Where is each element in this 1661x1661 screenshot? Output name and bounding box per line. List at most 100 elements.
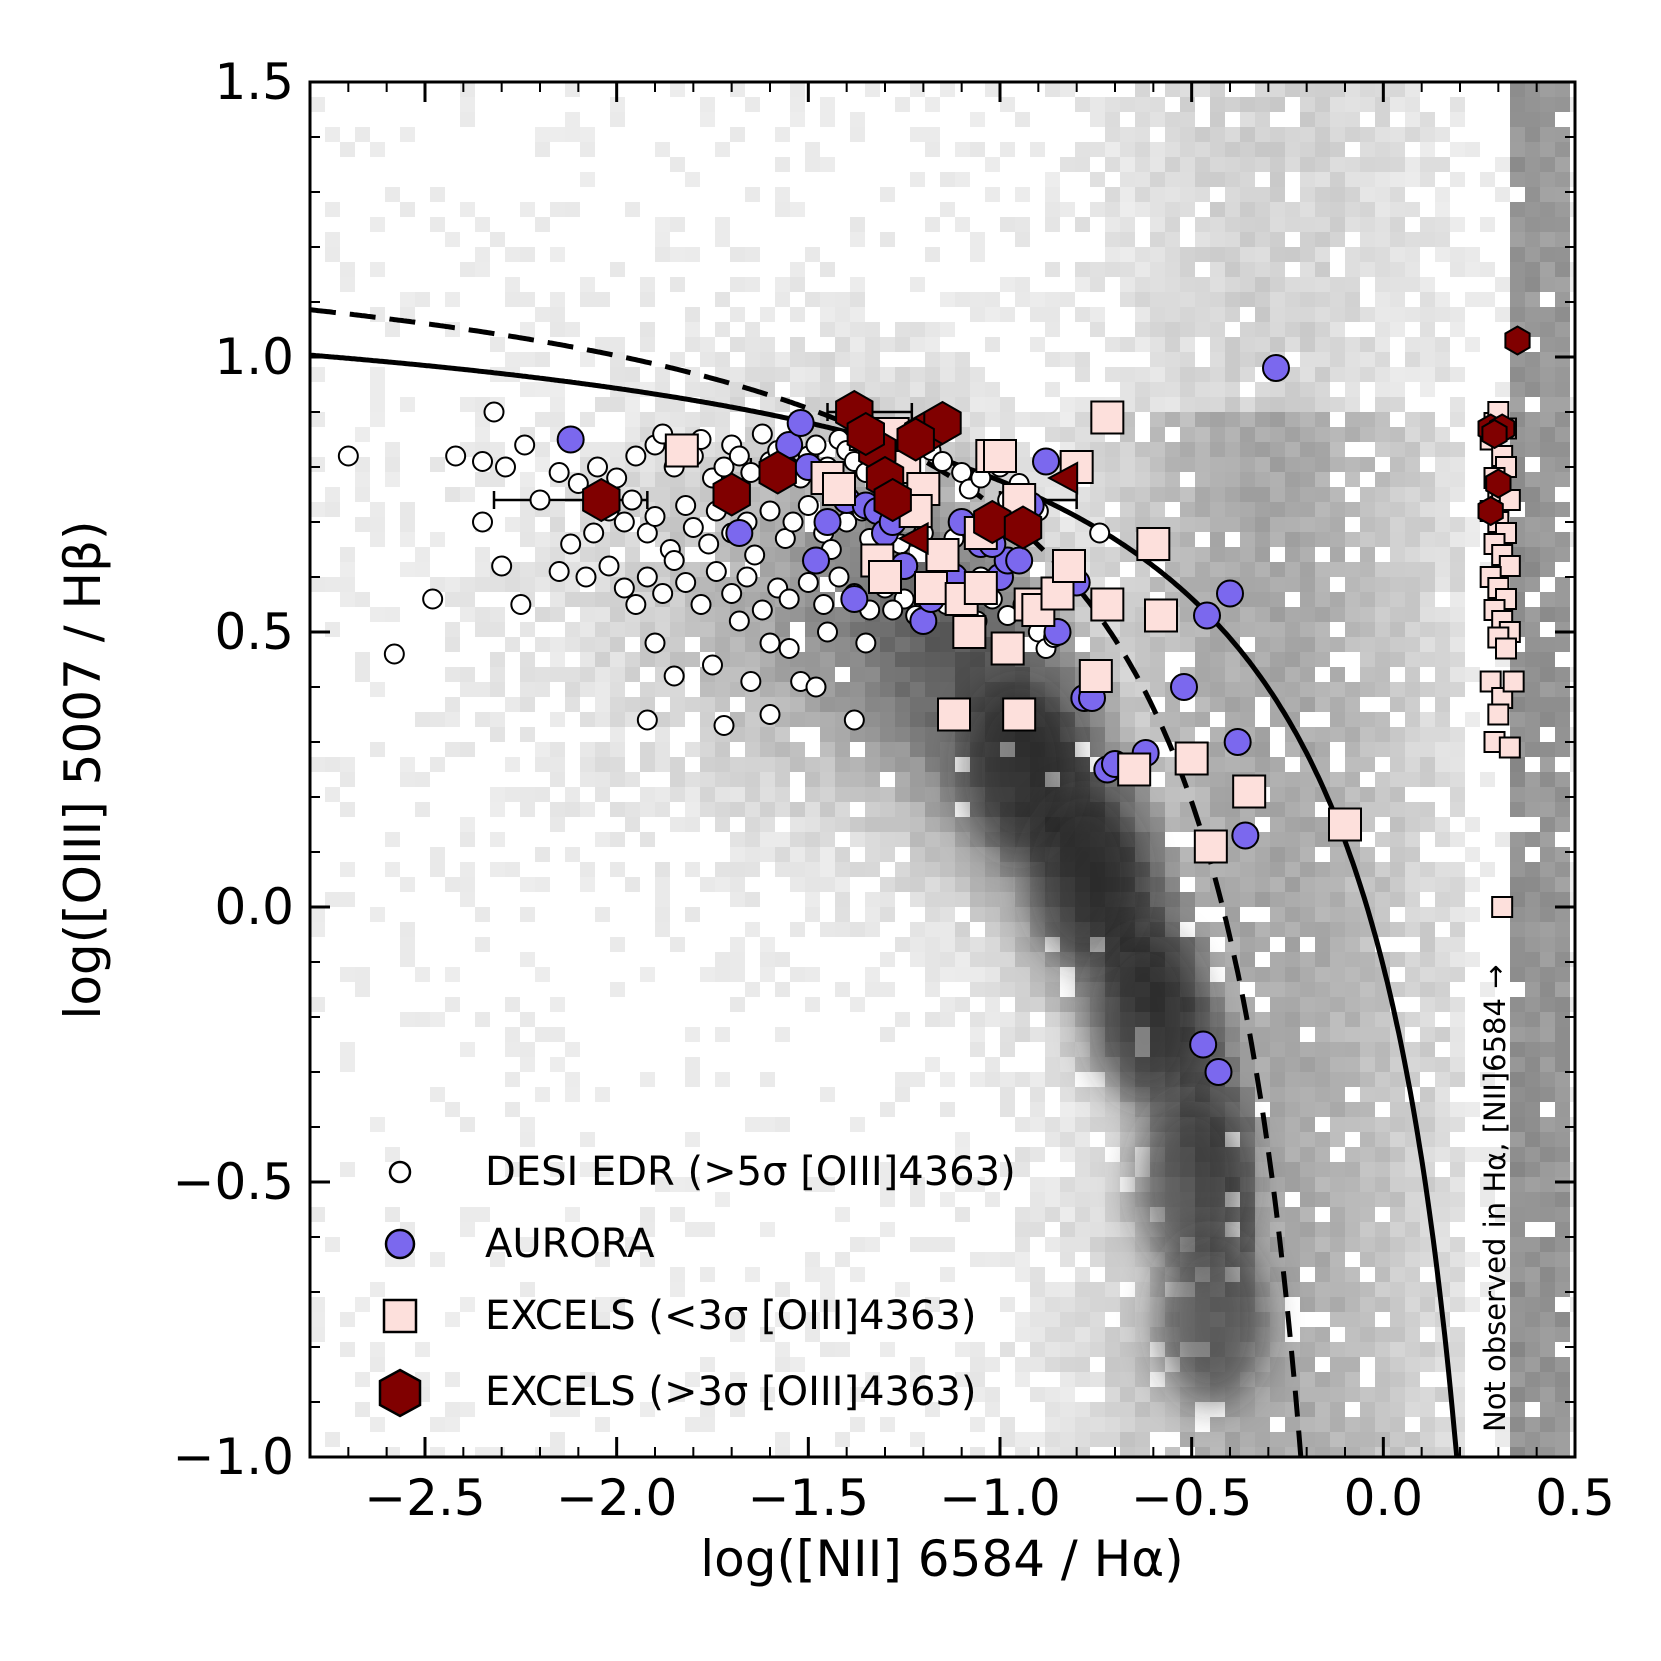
histogram-cell	[745, 727, 760, 742]
histogram-cell	[910, 847, 925, 862]
histogram-cell	[625, 202, 640, 217]
histogram-cell	[1180, 382, 1195, 397]
histogram-cell	[1540, 997, 1555, 1012]
histogram-cell	[1015, 112, 1030, 127]
histogram-cell	[1540, 217, 1555, 232]
histogram-cell	[1075, 1132, 1090, 1147]
histogram-cell	[1000, 1417, 1015, 1432]
histogram-cell	[400, 562, 415, 577]
histogram-cell	[1390, 187, 1405, 202]
histogram-cell	[1060, 1102, 1075, 1117]
histogram-cell	[1390, 1252, 1405, 1267]
histogram-cell	[1375, 1012, 1390, 1027]
histogram-cell	[595, 667, 610, 682]
histogram-cell	[1390, 742, 1405, 757]
histogram-cell	[775, 157, 790, 172]
histogram-cell	[955, 367, 970, 382]
histogram-cell	[1300, 1042, 1315, 1057]
histogram-cell	[475, 562, 490, 577]
histogram-cell	[490, 832, 505, 847]
histogram-cell	[700, 877, 715, 892]
histogram-cell	[1090, 1147, 1105, 1162]
histogram-cell	[1555, 742, 1570, 757]
histogram-cell	[1360, 1027, 1375, 1042]
histogram-cell	[1390, 397, 1405, 412]
histogram-cell	[1540, 127, 1555, 142]
histogram-cell	[1450, 457, 1465, 472]
histogram-cell	[1510, 907, 1525, 922]
histogram-cell	[1315, 1222, 1330, 1237]
histogram-cell	[1555, 982, 1570, 997]
histogram-cell	[1105, 157, 1120, 172]
histogram-cell	[1345, 697, 1360, 712]
histogram-cell	[340, 547, 355, 562]
histogram-cell	[865, 367, 880, 382]
histogram-cell	[430, 187, 445, 202]
histogram-cell	[1375, 1372, 1390, 1387]
histogram-cell	[640, 787, 655, 802]
desi-point	[495, 456, 516, 478]
histogram-cell	[1000, 1162, 1015, 1177]
histogram-cell	[1270, 982, 1285, 997]
histogram-cell	[1495, 1207, 1510, 1222]
histogram-cell	[1195, 307, 1210, 322]
histogram-cell	[1555, 397, 1570, 412]
histogram-cell	[700, 337, 715, 352]
histogram-cell	[790, 712, 805, 727]
histogram-cell	[820, 862, 835, 877]
desi-point	[548, 462, 570, 483]
histogram-cell	[1210, 97, 1225, 112]
histogram-cell	[1045, 82, 1060, 97]
histogram-cell	[1555, 442, 1570, 457]
histogram-cell	[595, 742, 610, 757]
histogram-cell	[1195, 1447, 1210, 1457]
histogram-cell	[550, 637, 565, 652]
histogram-cell	[1165, 1402, 1180, 1417]
histogram-cell	[940, 832, 955, 847]
histogram-cell	[370, 742, 385, 757]
histogram-cell	[1075, 1102, 1090, 1117]
histogram-cell	[1540, 367, 1555, 382]
histogram-cell	[1165, 457, 1180, 472]
histogram-cell	[1570, 1417, 1575, 1432]
histogram-cell	[940, 1102, 955, 1117]
histogram-cell	[1300, 1252, 1315, 1267]
histogram-cell	[1270, 1357, 1285, 1372]
histogram-cell	[820, 1177, 835, 1192]
histogram-cell	[1225, 757, 1240, 772]
histogram-cell	[895, 322, 910, 337]
histogram-cell	[1315, 1027, 1330, 1042]
histogram-cell	[1510, 1222, 1525, 1237]
histogram-cell	[1150, 877, 1165, 892]
histogram-cell	[865, 757, 880, 772]
histogram-cell	[925, 382, 940, 397]
histogram-cell	[1075, 1237, 1090, 1252]
histogram-cell	[1510, 382, 1525, 397]
histogram-cell	[775, 982, 790, 997]
histogram-cell	[1195, 682, 1210, 697]
histogram-cell	[1420, 607, 1435, 622]
histogram-cell	[1060, 1132, 1075, 1147]
histogram-cell	[1360, 412, 1375, 427]
histogram-cell	[1525, 1087, 1540, 1102]
histogram-cell	[1570, 952, 1575, 967]
histogram-cell	[475, 472, 490, 487]
histogram-cell	[610, 337, 625, 352]
histogram-cell	[340, 562, 355, 577]
histogram-cell	[1450, 772, 1465, 787]
histogram-cell	[1240, 517, 1255, 532]
histogram-cell	[1540, 1372, 1555, 1387]
histogram-cell	[1420, 952, 1435, 967]
x-tick-label: −1.0	[939, 1469, 1060, 1527]
histogram-cell	[1540, 1042, 1555, 1057]
histogram-cell	[1105, 217, 1120, 232]
histogram-cell	[1420, 1282, 1435, 1297]
histogram-cell	[1360, 967, 1375, 982]
histogram-cell	[1255, 487, 1270, 502]
excels-low-point	[1078, 659, 1113, 693]
histogram-cell	[1555, 532, 1570, 547]
histogram-cell	[1450, 1117, 1465, 1132]
histogram-cell	[1330, 217, 1345, 232]
histogram-cell	[1150, 382, 1165, 397]
histogram-cell	[505, 697, 520, 712]
